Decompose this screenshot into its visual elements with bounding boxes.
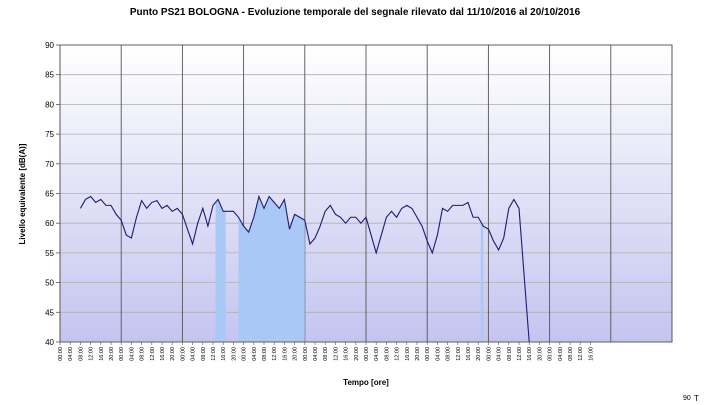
x-tick-label: 08:00 bbox=[78, 347, 84, 361]
x-tick-label: 04:00 bbox=[252, 347, 258, 361]
x-tick-label: 16:00 bbox=[405, 347, 411, 361]
x-tick-label: 00:00 bbox=[364, 347, 370, 361]
y-tick-label: 70 bbox=[45, 160, 54, 169]
x-tick-label: 16:00 bbox=[221, 347, 227, 361]
y-tick-label: 45 bbox=[45, 308, 54, 317]
footer-mark: T bbox=[694, 394, 699, 403]
x-tick-label: 12:00 bbox=[211, 347, 217, 361]
x-tick-label: 00:00 bbox=[548, 347, 554, 361]
y-tick-label: 90 bbox=[45, 41, 54, 50]
x-tick-label: 20:00 bbox=[537, 347, 543, 361]
x-tick-label: 16:00 bbox=[527, 347, 533, 361]
x-tick-label: 04:00 bbox=[374, 347, 380, 361]
x-tick-label: 04:00 bbox=[129, 347, 135, 361]
x-tick-label: 08:00 bbox=[323, 347, 329, 361]
x-tick-label: 16:00 bbox=[160, 347, 166, 361]
y-tick-label: 65 bbox=[45, 190, 54, 199]
x-tick-label: 08:00 bbox=[446, 347, 452, 361]
x-tick-label: 20:00 bbox=[170, 347, 176, 361]
x-tick-label: 00:00 bbox=[119, 347, 125, 361]
x-tick-label: 00:00 bbox=[425, 347, 431, 361]
y-tick-label: 80 bbox=[45, 100, 54, 109]
x-tick-label: 04:00 bbox=[313, 347, 319, 361]
x-tick-label: 16:00 bbox=[588, 347, 594, 361]
x-tick-label: 12:00 bbox=[150, 347, 156, 361]
x-tick-label: 20:00 bbox=[415, 347, 421, 361]
x-tick-label: 16:00 bbox=[99, 347, 105, 361]
footer-text: 90 bbox=[683, 395, 691, 402]
x-tick-label: 12:00 bbox=[272, 347, 278, 361]
y-tick-label: 85 bbox=[45, 71, 54, 80]
x-axis-label: Tempo [ore] bbox=[343, 378, 389, 387]
x-tick-label: 12:00 bbox=[456, 347, 462, 361]
x-tick-label: 16:00 bbox=[282, 347, 288, 361]
x-tick-label: 00:00 bbox=[180, 347, 186, 361]
x-tick-label: 20:00 bbox=[293, 347, 299, 361]
x-tick-label: 08:00 bbox=[262, 347, 268, 361]
y-tick-label: 50 bbox=[45, 279, 54, 288]
x-tick-label: 08:00 bbox=[507, 347, 513, 361]
x-tick-label: 20:00 bbox=[231, 347, 237, 361]
x-tick-label: 12:00 bbox=[89, 347, 95, 361]
y-tick-label: 75 bbox=[45, 130, 54, 139]
x-tick-label: 12:00 bbox=[333, 347, 339, 361]
x-tick-label: 12:00 bbox=[578, 347, 584, 361]
x-tick-label: 16:00 bbox=[466, 347, 472, 361]
x-tick-label: 20:00 bbox=[354, 347, 360, 361]
x-tick-label: 04:00 bbox=[435, 347, 441, 361]
x-tick-label: 04:00 bbox=[558, 347, 564, 361]
x-tick-label: 08:00 bbox=[140, 347, 146, 361]
y-tick-label: 60 bbox=[45, 219, 54, 228]
y-axis-label: Livello equivalente [dB(A)] bbox=[18, 143, 27, 244]
chart-title: Punto PS21 BOLOGNA - Evoluzione temporal… bbox=[130, 7, 581, 18]
x-tick-label: 20:00 bbox=[109, 347, 115, 361]
x-tick-label: 12:00 bbox=[517, 347, 523, 361]
x-tick-label: 08:00 bbox=[384, 347, 390, 361]
x-tick-label: 00:00 bbox=[242, 347, 248, 361]
data-line bbox=[79, 194, 530, 343]
x-tick-label: 04:00 bbox=[497, 347, 503, 361]
plot-frame bbox=[59, 44, 673, 343]
x-tick-label: 20:00 bbox=[476, 347, 482, 361]
x-tick-label: 00:00 bbox=[303, 347, 309, 361]
x-tick-label: 04:00 bbox=[68, 347, 74, 361]
y-tick-label: 55 bbox=[45, 249, 54, 258]
y-tick-label: 40 bbox=[45, 338, 54, 347]
x-tick-label: 00:00 bbox=[486, 347, 492, 361]
x-tick-label: 00:00 bbox=[58, 347, 64, 361]
x-tick-label: 04:00 bbox=[191, 347, 197, 361]
x-tick-label: 08:00 bbox=[568, 347, 574, 361]
x-tick-label: 12:00 bbox=[395, 347, 401, 361]
x-tick-label: 16:00 bbox=[344, 347, 350, 361]
x-tick-label: 08:00 bbox=[201, 347, 207, 361]
